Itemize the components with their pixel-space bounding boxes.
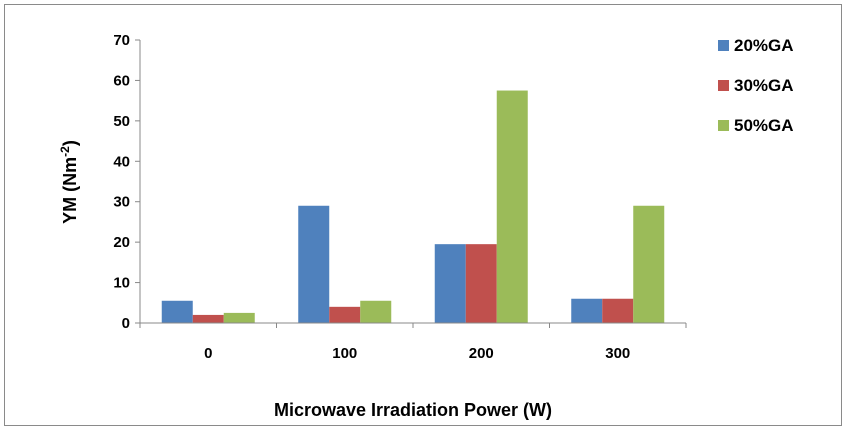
bar [192, 314, 224, 323]
bar [329, 306, 361, 323]
y-tick-label: 10 [113, 275, 130, 292]
bar [602, 298, 634, 323]
chart-frame [4, 4, 842, 426]
bar [223, 312, 255, 323]
y-tick-label: 20 [113, 234, 130, 251]
y-tick-label: 50 [113, 113, 130, 130]
bar [360, 300, 392, 323]
x-axis-label: Microwave Irradiation Power (W) [274, 400, 552, 420]
y-axis-label: YM (Nm-2) [58, 140, 80, 224]
bar [161, 300, 193, 323]
bar [571, 298, 603, 323]
y-tick-label: 30 [113, 194, 130, 211]
x-tick-label: 0 [204, 345, 212, 362]
legend-swatch [718, 80, 729, 91]
x-tick-label: 100 [332, 345, 357, 362]
legend-label: 50%GA [734, 116, 794, 135]
y-tick-label: 70 [113, 32, 130, 49]
x-tick-label: 300 [605, 345, 630, 362]
legend-label: 30%GA [734, 76, 794, 95]
legend: 20%GA 30%GA 50%GA [718, 36, 794, 135]
y-tick-label: 0 [122, 315, 130, 332]
x-tick-label: 200 [469, 345, 494, 362]
bar [434, 244, 466, 323]
bar [465, 244, 497, 323]
legend-swatch [718, 120, 729, 131]
y-tick-label: 60 [113, 72, 130, 89]
legend-swatch [718, 40, 729, 51]
bar [496, 90, 528, 324]
y-tick-label: 40 [113, 153, 130, 170]
legend-label: 20%GA [734, 36, 794, 55]
bar [298, 205, 330, 323]
bar [633, 205, 665, 323]
